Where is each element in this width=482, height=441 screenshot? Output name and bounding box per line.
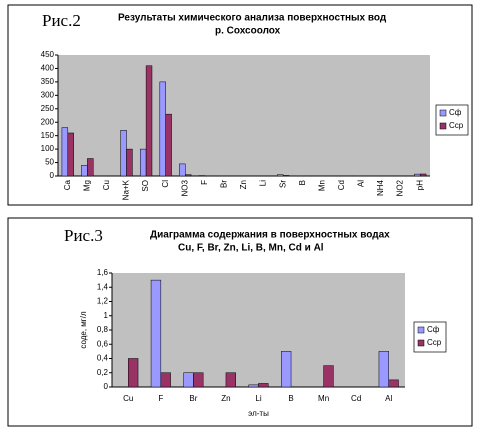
chart-title: р. Сохсоолох: [215, 26, 281, 37]
x-tick-label: Br: [220, 180, 229, 188]
y-tick-label: 50: [45, 158, 54, 167]
x-tick-label: Al: [385, 394, 392, 403]
bar: [283, 175, 289, 176]
bar: [68, 133, 74, 176]
y-tick-label: 1,2: [97, 297, 109, 306]
x-tick-label: Ca: [63, 179, 72, 190]
bar: [324, 366, 334, 387]
x-tick-label: SO: [141, 180, 150, 192]
x-tick-label: F: [158, 394, 163, 403]
x-tick-label: Zn: [239, 180, 248, 189]
figure-label: Рис.3: [64, 226, 103, 245]
x-tick-label: Cd: [351, 394, 361, 403]
bar: [160, 82, 166, 176]
y-tick-label: 250: [41, 104, 55, 113]
x-tick-label: Mn: [318, 394, 329, 403]
y-tick-label: 0,8: [97, 325, 109, 334]
bar: [226, 373, 236, 387]
plot-area: [58, 55, 430, 176]
y-tick-label: 0: [50, 171, 55, 180]
y-axis-label: соде, мг/л: [79, 311, 88, 349]
y-tick-label: 450: [41, 50, 55, 59]
x-tick-label: Al: [357, 180, 366, 187]
bar: [420, 174, 426, 176]
bar: [281, 351, 291, 387]
bar: [140, 149, 146, 176]
x-tick-label: B: [288, 394, 293, 403]
legend-swatch: [440, 123, 446, 129]
y-tick-label: 0: [104, 382, 109, 391]
bar: [184, 373, 194, 387]
legend-swatch: [418, 327, 424, 333]
y-tick-label: 1,4: [97, 282, 109, 291]
x-tick-label: NO3: [180, 179, 189, 196]
bar: [121, 130, 127, 176]
x-tick-label: Cd: [337, 180, 346, 190]
legend-label: Сф: [449, 108, 462, 117]
legend-swatch: [418, 340, 424, 346]
figure-label: Рис.2: [42, 11, 81, 30]
bar: [127, 149, 133, 176]
x-tick-label: F: [200, 180, 209, 185]
x-tick-label: Sr: [278, 180, 287, 188]
bar: [193, 373, 203, 387]
bar: [277, 175, 283, 176]
x-axis-label: эл-ты: [248, 409, 269, 418]
bar: [87, 159, 93, 176]
y-tick-label: 350: [41, 77, 55, 86]
y-tick-label: 0,2: [97, 368, 109, 377]
x-tick-label: B: [298, 180, 307, 185]
bar: [62, 128, 68, 176]
bar: [259, 383, 269, 387]
bar: [179, 164, 185, 176]
x-tick-label: Na+K: [122, 179, 131, 200]
x-tick-label: Br: [189, 394, 197, 403]
bar: [166, 114, 172, 176]
bar: [81, 165, 87, 176]
legend-label: Сср: [449, 121, 464, 130]
bar: [128, 359, 138, 388]
bar: [414, 174, 420, 176]
y-tick-label: 200: [41, 117, 55, 126]
x-tick-label: Zn: [221, 394, 230, 403]
legend-swatch: [440, 110, 446, 116]
y-tick-label: 400: [41, 64, 55, 73]
y-tick-label: 0,4: [97, 354, 109, 363]
x-tick-label: Cu: [123, 394, 133, 403]
bar: [249, 385, 259, 387]
bar: [379, 351, 389, 387]
x-tick-label: Cl: [161, 180, 170, 188]
chart-title: Cu, F, Br, Zn, Li, B, Mn, Cd и Al: [178, 243, 324, 254]
legend-label: Сср: [427, 338, 442, 347]
y-tick-label: 1: [104, 311, 109, 320]
bar: [146, 66, 152, 176]
x-tick-label: Mn: [317, 180, 326, 191]
x-tick-label: Li: [255, 394, 261, 403]
x-tick-label: pH: [415, 180, 424, 190]
bar: [185, 175, 191, 176]
y-tick-label: 0,6: [97, 339, 109, 348]
x-tick-label: Mg: [82, 180, 91, 191]
bar: [151, 280, 161, 387]
x-tick-label: Li: [259, 180, 268, 186]
x-tick-label: NO2: [396, 179, 405, 196]
y-tick-label: 150: [41, 131, 55, 140]
y-tick-label: 100: [41, 144, 55, 153]
y-tick-label: 1,6: [97, 268, 109, 277]
chart-title: Результаты химического анализа поверхнос…: [118, 13, 387, 24]
x-tick-label: NH4: [376, 179, 385, 196]
bar: [389, 380, 399, 387]
y-tick-label: 300: [41, 90, 55, 99]
chart-title: Диаграмма содержания в поверхностных вод…: [150, 230, 390, 241]
bar: [161, 373, 171, 387]
legend-label: Сф: [427, 325, 440, 334]
x-tick-label: Cu: [102, 180, 111, 190]
